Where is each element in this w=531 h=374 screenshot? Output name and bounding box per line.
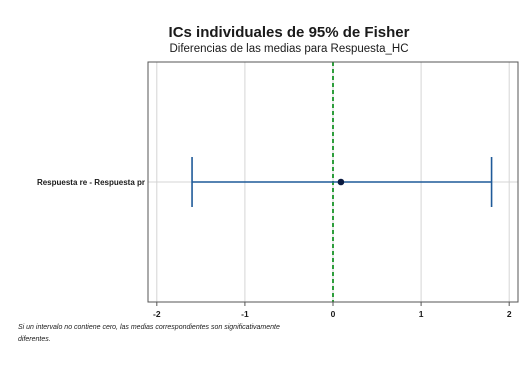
x-tick-layer: -2 -1 0 1 2 [153,302,512,319]
x-tick-label-4: 2 [507,309,512,319]
x-tick-label-2: 0 [331,309,336,319]
chart-subtitle: Diferencias de las medias para Respuesta… [169,43,408,55]
interval-estimate-point-0 [337,178,345,186]
category-label-0: Respuesta re - Respuesta pr [37,178,145,187]
x-tick-label-0: -2 [153,309,161,319]
interval-layer [191,157,493,207]
category-label-layer: Respuesta re - Respuesta pr [37,178,145,187]
footnote-line-1: Si un intervalo no contiene cero, las me… [18,324,280,331]
x-tick-label-3: 1 [419,309,424,319]
chart-title: ICs individuales de 95% de Fisher [169,24,410,41]
footnote-line-2: diferentes. [18,336,51,343]
x-tick-label-1: -1 [241,309,249,319]
